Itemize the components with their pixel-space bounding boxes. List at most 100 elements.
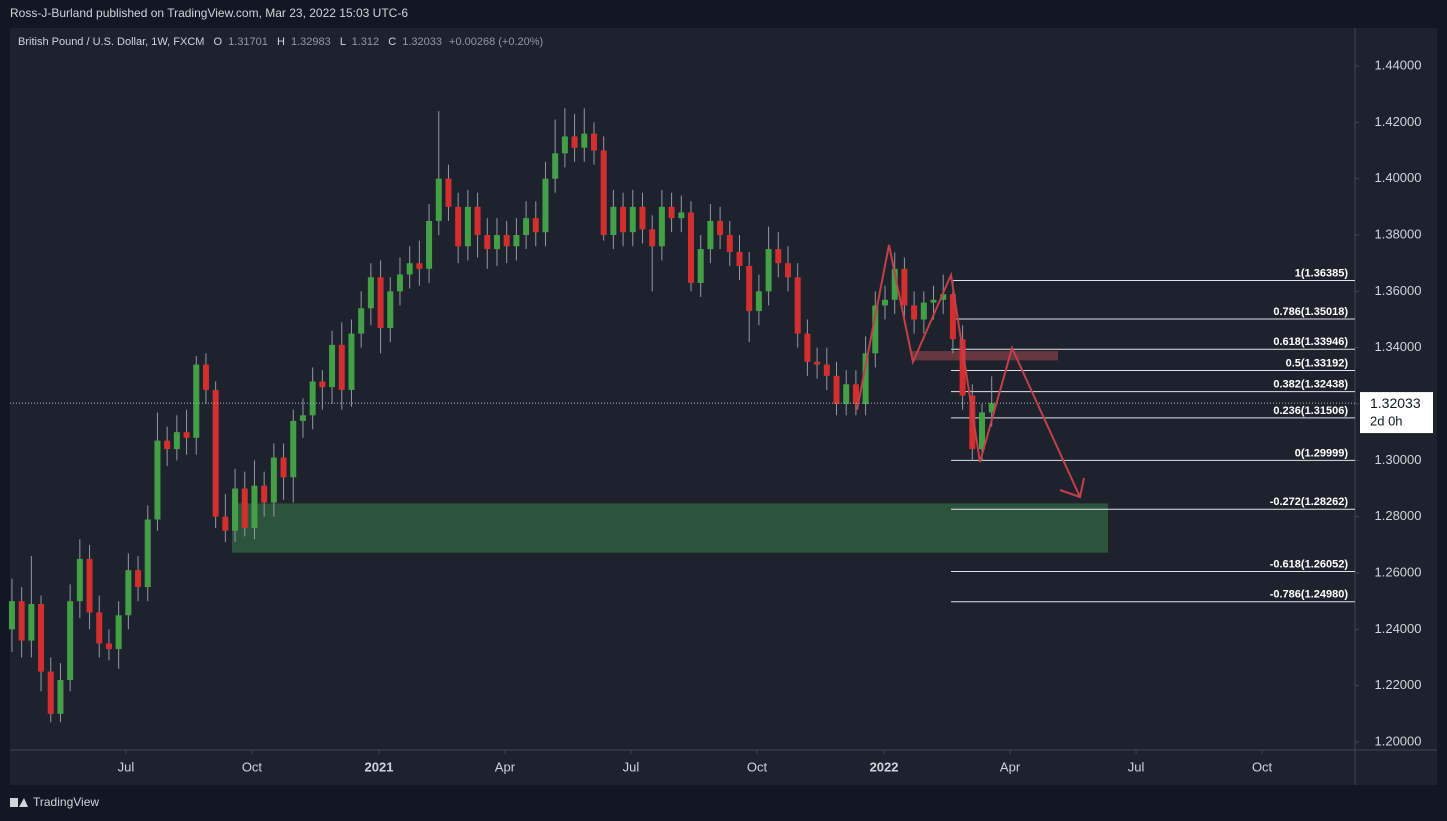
- candle-body: [513, 235, 520, 247]
- candle-body: [280, 457, 287, 478]
- candle-body: [202, 364, 209, 390]
- y-tick-label: 1.44000: [1375, 57, 1422, 72]
- candle-body: [949, 294, 956, 340]
- price-badge: [1360, 392, 1433, 434]
- candle-body: [542, 178, 549, 233]
- candle-body: [455, 206, 462, 247]
- candle-body: [86, 558, 93, 613]
- candle-body: [697, 249, 704, 283]
- candle-body: [232, 488, 239, 531]
- candle-body: [736, 251, 743, 267]
- legend-key: C: [388, 36, 396, 48]
- candle-body: [862, 353, 869, 405]
- candle-body: [581, 133, 588, 148]
- candle-body: [387, 291, 394, 328]
- projection-arrowhead: [1059, 477, 1085, 499]
- candle-body: [96, 612, 103, 644]
- candle-body: [319, 381, 326, 388]
- candle-body: [658, 206, 665, 247]
- fib-label: 0.618(1.33946): [1273, 336, 1348, 348]
- logo-mark: [19, 798, 28, 807]
- publisher: Ross-J-Burland published on TradingView.…: [10, 6, 408, 20]
- candle-body: [464, 206, 471, 247]
- candle-body: [571, 136, 578, 148]
- candle-body: [406, 263, 413, 275]
- candle-body: [775, 249, 782, 264]
- candle-body: [639, 206, 646, 230]
- fib-label: 0.236(1.31506): [1273, 405, 1348, 417]
- candle-body: [726, 235, 733, 252]
- candle-body: [251, 485, 258, 528]
- candle-body: [173, 432, 180, 450]
- legend-key: O: [214, 36, 223, 48]
- candle-body: [882, 299, 889, 306]
- candle-body: [241, 488, 248, 528]
- candle-body: [629, 206, 636, 233]
- y-tick-label: 1.38000: [1375, 226, 1422, 241]
- fib-label: 0.5(1.33192): [1286, 357, 1349, 369]
- brand: TradingView: [33, 795, 99, 809]
- candle-body: [668, 206, 675, 219]
- x-tick-label: Jul: [118, 759, 135, 774]
- x-tick-label: 2021: [365, 759, 394, 774]
- candle-body: [338, 344, 345, 390]
- candle-body: [416, 263, 423, 269]
- candle-body: [435, 178, 442, 221]
- candle-body: [67, 601, 74, 681]
- candle-body: [348, 333, 355, 390]
- candle-body: [959, 339, 966, 396]
- y-tick-label: 1.34000: [1375, 339, 1422, 354]
- candle-body: [270, 457, 277, 503]
- candle-body: [532, 218, 539, 233]
- candle-body: [920, 302, 927, 320]
- y-tick-label: 1.40000: [1375, 170, 1422, 185]
- candle-body: [901, 268, 908, 306]
- candle-body: [600, 150, 607, 236]
- candle-body: [678, 212, 685, 219]
- candle-body: [377, 277, 384, 328]
- legend-key: L: [340, 36, 346, 48]
- candle-body: [746, 266, 753, 312]
- candle-body: [493, 235, 500, 250]
- candle-body: [979, 412, 986, 450]
- fib-label: 1(1.36385): [1295, 267, 1349, 279]
- x-tick-label: Apr: [1000, 759, 1021, 774]
- candle-body: [164, 440, 171, 450]
- y-tick-label: 1.28000: [1375, 508, 1422, 523]
- y-tick-label: 1.42000: [1375, 114, 1422, 129]
- candle-body: [396, 274, 403, 292]
- candle-body: [28, 603, 35, 641]
- y-tick-label: 1.30000: [1375, 452, 1422, 467]
- symbol: British Pound / U.S. Dollar, 1W, FXCM: [18, 36, 204, 48]
- candle-body: [183, 432, 190, 438]
- candle-body: [222, 516, 229, 531]
- fib-label: -0.618(1.26052): [1270, 558, 1349, 570]
- fib-label: -0.272(1.28262): [1270, 496, 1349, 508]
- candle-body: [474, 206, 481, 236]
- candle-body: [329, 344, 336, 388]
- legend-key: H: [277, 36, 285, 48]
- candle-body: [590, 133, 597, 151]
- projection-path: [856, 244, 1081, 498]
- candle-body: [18, 601, 25, 641]
- candle-body: [358, 308, 365, 334]
- candle-body: [212, 389, 219, 517]
- candle-body: [561, 136, 568, 154]
- candle-body: [930, 299, 937, 303]
- candle-body: [717, 220, 724, 236]
- candle-body: [261, 485, 268, 503]
- price-badge-value: 1.32033: [1370, 395, 1421, 411]
- y-tick-label: 1.22000: [1375, 677, 1422, 692]
- candle-body: [76, 558, 83, 602]
- candle-body: [833, 375, 840, 405]
- candle-body: [38, 603, 45, 672]
- candle-body: [47, 671, 54, 714]
- fib-label: 0.382(1.32438): [1273, 379, 1348, 391]
- logo-mark: [10, 798, 18, 807]
- candle-body: [154, 440, 161, 520]
- candle-body: [484, 235, 491, 250]
- candle-body: [911, 305, 918, 320]
- candle-body: [523, 218, 530, 236]
